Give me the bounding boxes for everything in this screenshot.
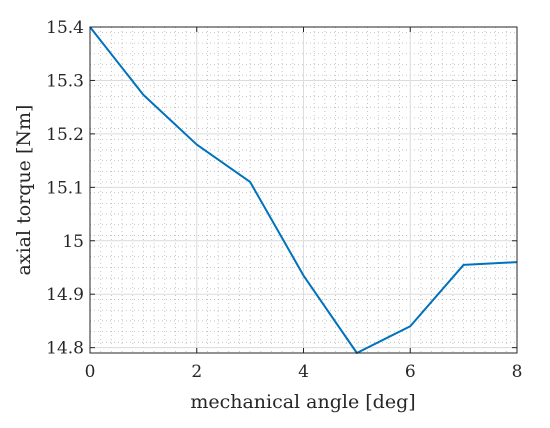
x-tick-label: 0 <box>85 362 96 382</box>
x-tick-label: 6 <box>405 362 416 382</box>
y-tick-label: 15.1 <box>46 178 84 198</box>
y-tick-label: 14.8 <box>46 339 84 359</box>
series-layer <box>89 26 518 354</box>
y-tick-label: 14.9 <box>46 285 84 305</box>
x-axis-label: mechanical angle [deg] <box>190 391 415 413</box>
major-grid <box>90 27 517 353</box>
y-tick-label: 15 <box>62 232 84 252</box>
x-tick-label: 2 <box>191 362 202 382</box>
series-line-0 <box>89 26 518 354</box>
x-tick-label: 4 <box>298 362 309 382</box>
x-tick-label: 8 <box>512 362 523 382</box>
y-tick-label: 15.3 <box>46 71 84 91</box>
y-axis-label: axial torque [Nm] <box>13 105 35 276</box>
ticks-layer: 0 2 4 6 8 14.8 14.9 15 15.1 15.2 15.3 15.4 <box>46 18 522 382</box>
y-tick-label: 15.2 <box>46 125 84 145</box>
y-tick-label: 15.4 <box>46 18 84 38</box>
